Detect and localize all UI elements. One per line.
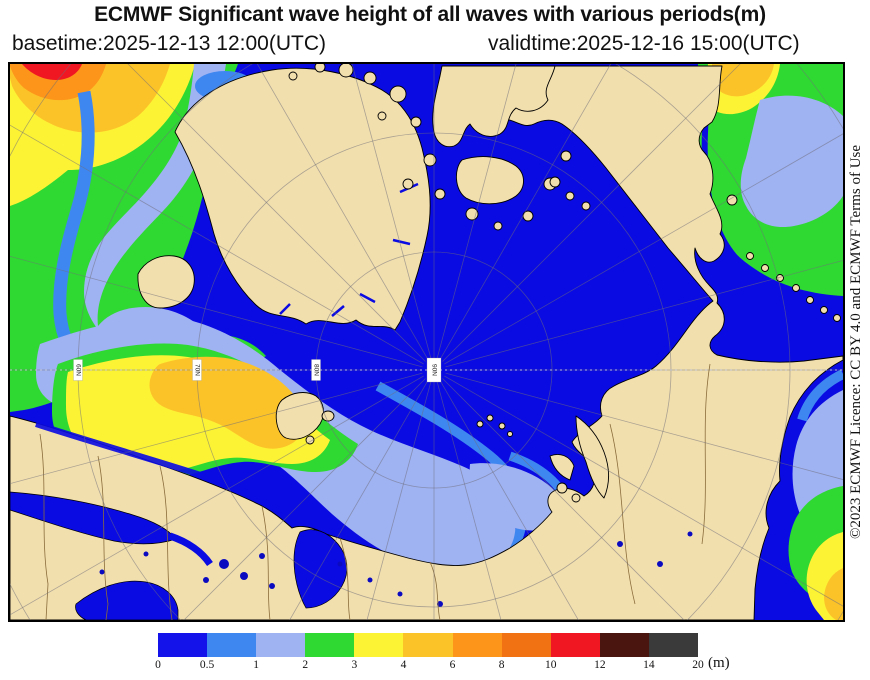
meridian-ray: [289, 380, 429, 620]
legend-segment: [403, 633, 453, 657]
aleutian-islands: [746, 252, 841, 322]
basetime-label: basetime:2025-12-13 12:00(UTC): [12, 32, 326, 55]
meridian-ray: [10, 372, 423, 485]
meridian-ray: [127, 64, 426, 362]
legend-tick: 20: [692, 659, 704, 671]
meridian-ray: [442, 64, 741, 362]
legend-unit: (m): [708, 655, 730, 671]
legend-bar: [158, 633, 699, 657]
franz-josef-land: [476, 414, 513, 437]
legend-segment: [648, 633, 699, 657]
grid-label: 60N: [75, 364, 82, 376]
meridian-ray: [366, 381, 432, 620]
meridian-ray: [442, 378, 685, 620]
meridian-ray: [10, 375, 424, 616]
land-detail: [39, 363, 711, 620]
legend-segment: [158, 633, 208, 657]
grid-label-box: [73, 359, 83, 381]
legend-ticks: 0 0.5 1 2 3 4 6 8 10 12 14 20: [155, 659, 718, 673]
svalbard-islands: [275, 392, 335, 445]
legend-tick: 6: [449, 659, 456, 671]
legend-tick: 14: [643, 659, 655, 671]
baltic-sea: [75, 580, 179, 620]
grid-labels: 60N 70N 80N 90N: [73, 357, 442, 383]
novaya-zemlya: [575, 415, 609, 499]
meridian-ray: [10, 124, 424, 365]
devon-island: [456, 156, 524, 205]
legend-segment: [207, 633, 257, 657]
meridian-ray: [351, 64, 432, 359]
map-frame: 60N 70N 80N 90N: [8, 62, 845, 622]
grid-label-box: [192, 359, 202, 381]
iceland-landmass: [137, 255, 195, 309]
time-row: basetime:2025-12-13 12:00(UTC) validtime…: [0, 32, 870, 58]
meridian-ray: [439, 380, 579, 620]
meridian-ray: [445, 372, 843, 481]
meridian-ray: [183, 378, 426, 620]
meridian-ray: [444, 375, 843, 607]
legend-tick: 3: [351, 659, 358, 671]
legend-segment: [256, 633, 306, 657]
bering-wave-field: [695, 64, 843, 296]
legend-segment: [452, 633, 502, 657]
meridian-ray: [445, 259, 843, 368]
grid-label: 70N: [194, 364, 201, 376]
wave-height-map: 60N 70N 80N 90N: [10, 64, 843, 620]
legend-segment: [501, 633, 551, 657]
legend-segment: [599, 633, 649, 657]
legend-tick: 10: [544, 659, 557, 671]
severnaya-zemlya: [549, 454, 581, 503]
lakes: [99, 531, 693, 607]
legend-segment: [354, 633, 404, 657]
legend-segment: [550, 633, 600, 657]
legend-tick: 2: [302, 659, 309, 671]
landmasses: [10, 64, 843, 620]
meridian-ray: [444, 133, 843, 365]
grid-label-box: [426, 357, 442, 383]
barents-wave-field: [36, 316, 575, 579]
legend-tick: 0: [155, 659, 161, 671]
legend-tick: 12: [594, 659, 606, 671]
grid-label: 90N: [431, 364, 438, 376]
meridian-ray: [439, 64, 612, 360]
eurasia-landmass: [10, 65, 843, 620]
meridian-ray: [436, 64, 517, 359]
page-title: ECMWF Significant wave height of all wav…: [94, 3, 766, 26]
canadian-archipelago-islands: [288, 64, 572, 231]
legend-tick: 4: [400, 659, 407, 671]
legend-segment: [305, 633, 355, 657]
meridian-ray: [256, 64, 429, 360]
legend-tick: 1: [253, 659, 260, 671]
copyright-text: ©2023 ECMWF Licence: CC BY 4.0 and ECMWF…: [848, 144, 864, 540]
meridian-ray: [10, 255, 423, 368]
meridian-ray: [436, 381, 502, 620]
grid-label: 80N: [313, 364, 320, 376]
wave-height-legend: 0 0.5 1 2 3 4 6 8 10 12 14 20 (m): [155, 633, 758, 675]
legend-tick: 0.5: [199, 659, 215, 671]
st-lawrence-island: [726, 194, 738, 206]
legend-tick: 8: [498, 659, 505, 671]
new-siberian-islands: [549, 176, 591, 211]
grid-label-box: [311, 359, 321, 381]
validtime-label: validtime:2025-12-16 15:00(UTC): [488, 32, 800, 55]
